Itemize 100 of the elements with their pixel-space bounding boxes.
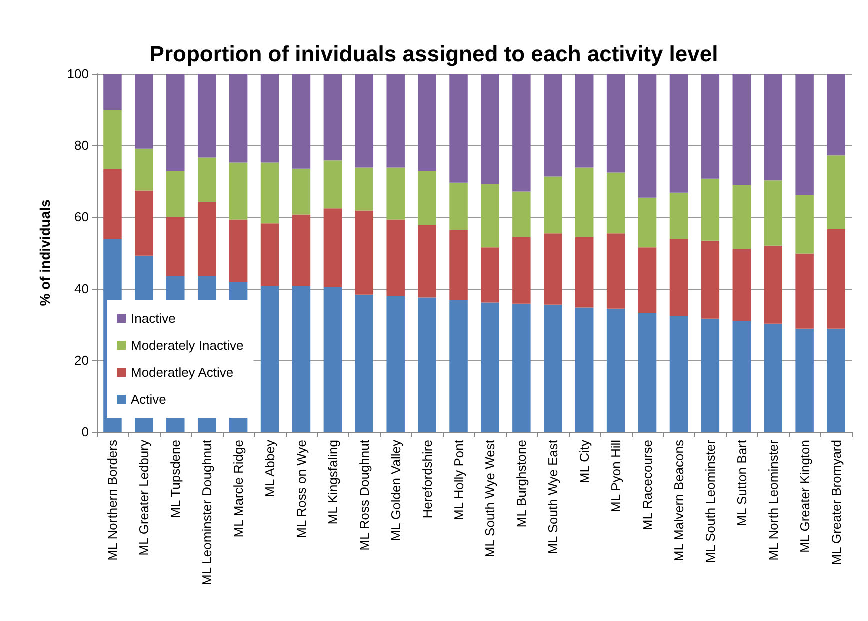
bar xyxy=(418,225,436,298)
bar xyxy=(481,248,500,303)
bar xyxy=(386,220,405,296)
bar xyxy=(324,208,342,288)
bar xyxy=(512,192,531,238)
bar xyxy=(260,224,280,286)
bar xyxy=(544,304,562,432)
bar xyxy=(355,168,374,211)
bar xyxy=(827,229,846,329)
bar xyxy=(575,237,594,308)
legend-label: Active xyxy=(131,392,166,407)
bar xyxy=(324,160,342,209)
bar xyxy=(796,74,814,196)
bar xyxy=(670,316,688,432)
bar xyxy=(732,321,752,432)
x-tick-label: ML Abbey xyxy=(262,440,278,498)
legend-label: Inactive xyxy=(131,311,176,326)
bar xyxy=(166,74,185,172)
bar xyxy=(544,234,562,305)
x-tick-label: ML Leominster Doughnut xyxy=(200,440,215,586)
bar xyxy=(481,184,500,248)
x-tick-label: ML Sutton Bart xyxy=(734,440,750,526)
bar xyxy=(355,210,374,295)
bar xyxy=(418,171,436,226)
x-tick-label: ML Tupsdene xyxy=(168,440,184,518)
x-tick-label: ML Pyon Hill xyxy=(608,440,624,512)
bar xyxy=(732,74,752,186)
bar xyxy=(229,220,248,282)
y-tick-label: 60 xyxy=(74,210,89,225)
x-tick-label: ML Ross Doughnut xyxy=(356,440,372,551)
bar xyxy=(386,74,405,168)
bar xyxy=(355,294,374,432)
bar xyxy=(512,237,531,304)
bar xyxy=(260,74,280,163)
x-tick-label: ML Greater Bromyard xyxy=(828,440,844,566)
bar xyxy=(166,217,185,276)
legend-label: Moderately Inactive xyxy=(131,338,244,353)
bar xyxy=(324,74,342,161)
chart-title: Proportion of inividuals assigned to each activity level xyxy=(150,42,718,66)
bar xyxy=(670,74,688,193)
x-tick-label: ML South Wye East xyxy=(546,440,561,554)
x-tick-label: ML South Leominster xyxy=(702,439,718,564)
bar xyxy=(606,234,626,309)
bar xyxy=(796,195,814,254)
bar xyxy=(544,74,562,177)
x-tick-label: ML North Leominster xyxy=(766,439,781,561)
bar xyxy=(512,74,531,192)
bar xyxy=(135,148,154,191)
bar xyxy=(638,248,657,314)
x-tick-label: ML South Wye West xyxy=(482,440,498,558)
x-tick-label: ML Greater Ledbury xyxy=(136,440,152,556)
bar xyxy=(292,74,311,169)
bar xyxy=(670,239,688,316)
bar xyxy=(260,286,280,432)
bar xyxy=(575,168,594,238)
bar xyxy=(355,74,374,168)
bar xyxy=(104,169,122,240)
y-axis-title: % of individuals xyxy=(37,200,53,306)
bar xyxy=(450,230,468,300)
bar xyxy=(575,74,594,168)
y-tick-label: 0 xyxy=(82,424,89,440)
bar xyxy=(827,328,846,432)
x-tick-label: ML Northern Borders xyxy=(105,440,120,561)
x-tick-label: ML Burghstone xyxy=(514,440,530,528)
bar xyxy=(135,74,154,149)
bar xyxy=(670,192,688,240)
bar xyxy=(198,202,216,276)
bar xyxy=(575,308,594,432)
bar xyxy=(701,318,720,432)
x-tick-label: ML Racecourse xyxy=(640,440,656,531)
bar xyxy=(827,156,846,230)
x-tick-label: ML Holly Pont xyxy=(451,440,466,520)
legend-label: Moderatley Active xyxy=(131,365,234,380)
bar xyxy=(260,162,280,224)
x-tick-label: ML Kingsfaling xyxy=(325,440,340,525)
bar xyxy=(450,300,468,432)
x-tick-label: ML Ross on Wye xyxy=(294,440,309,538)
x-tick-label: ML Marcle Ridge xyxy=(231,440,246,538)
bar xyxy=(229,162,248,220)
bar xyxy=(450,74,468,183)
bar xyxy=(229,74,248,163)
bar xyxy=(292,168,311,215)
x-tick-label: ML Golden Valley xyxy=(388,440,404,542)
bar xyxy=(135,190,154,256)
bar xyxy=(418,74,436,172)
bar xyxy=(827,74,846,156)
x-tick-label: ML Greater Kington xyxy=(797,440,812,553)
x-tick-label: ML City xyxy=(577,440,592,484)
bar xyxy=(481,74,500,184)
bar xyxy=(638,74,657,198)
bar xyxy=(764,180,782,246)
bar xyxy=(764,324,782,432)
bar xyxy=(198,74,216,158)
bar xyxy=(606,308,626,432)
bar xyxy=(292,214,311,286)
bar xyxy=(166,171,185,218)
x-tick-label: ML Malvern Beacons xyxy=(671,440,686,562)
bar xyxy=(606,172,626,234)
bar xyxy=(198,158,216,202)
bar xyxy=(544,176,562,234)
